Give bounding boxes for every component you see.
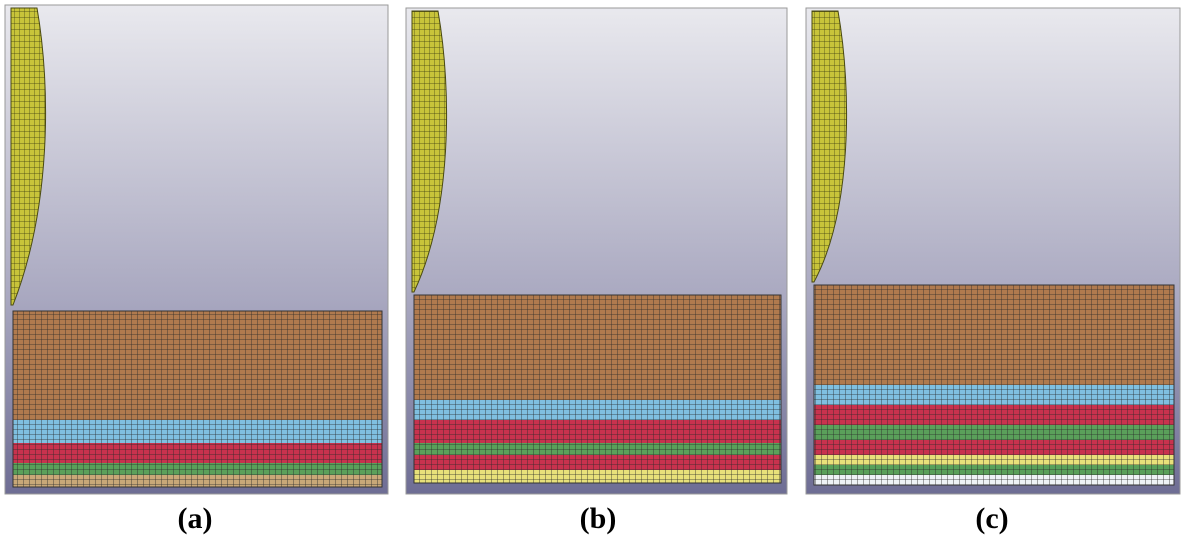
panel-label: (a) (178, 502, 213, 535)
mesh-grid (414, 295, 781, 483)
panel (406, 8, 787, 494)
panel-label: (b) (580, 502, 617, 535)
panel (5, 5, 388, 494)
mesh-grid (814, 285, 1174, 485)
panel-label: (c) (975, 502, 1008, 535)
figure: (a) (b) (c) (0, 0, 1185, 544)
mesh-grid (13, 311, 382, 487)
panels (5, 5, 1180, 494)
panel (806, 8, 1180, 494)
